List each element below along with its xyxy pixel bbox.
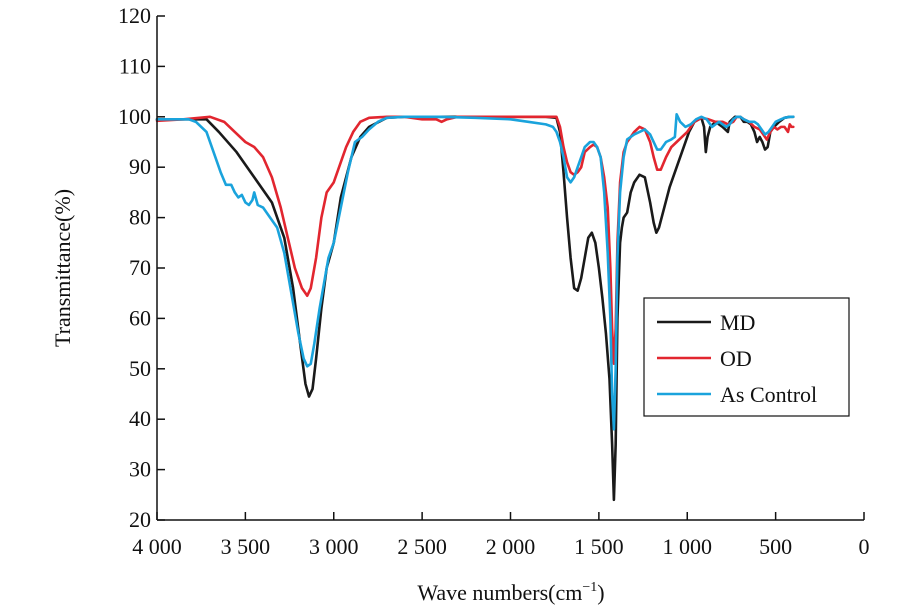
x-tick-label: 4 000	[132, 534, 182, 559]
x-tick-label: 500	[759, 534, 792, 559]
y-tick-label: 80	[129, 205, 151, 230]
y-tick-label: 40	[129, 406, 151, 431]
y-axis-title: Transmittance(%)	[50, 189, 75, 347]
x-tick-label: 1 500	[574, 534, 624, 559]
x-axis-title-close: )	[597, 580, 604, 605]
y-tick-label: 50	[129, 356, 151, 381]
legend-label: As Control	[720, 382, 817, 407]
plot-lines	[155, 112, 795, 502]
legend: MD OD As Control	[643, 297, 850, 417]
x-axis-title-main: Wave numbers(cm	[417, 580, 582, 605]
y-tick-label: 100	[118, 104, 151, 129]
x-axis-title: Wave numbers(cm−1)	[417, 580, 604, 605]
axes	[156, 16, 864, 521]
y-tick-label: 120	[118, 3, 151, 28]
x-tick-label: 0	[859, 534, 870, 559]
x-ticks: 4 000 3 500 3 000 2 500 2 000 1 500 1 000 500 0	[132, 512, 870, 559]
x-axis-title-sup: −1	[582, 580, 597, 595]
x-tick-label: 3 000	[309, 534, 359, 559]
x-tick-label: 1 000	[663, 534, 713, 559]
y-tick-label: 70	[129, 255, 151, 280]
x-tick-label: 3 500	[221, 534, 271, 559]
x-tick-label: 2 000	[486, 534, 536, 559]
y-ticks: 20 30 40 50 60 70 80 90 100 110 120	[118, 3, 165, 532]
y-tick-label: 60	[129, 305, 151, 330]
legend-label: MD	[720, 310, 755, 335]
x-tick-label: 2 500	[397, 534, 447, 559]
legend-label: OD	[720, 346, 752, 371]
y-tick-label: 30	[129, 457, 151, 482]
y-tick-label: 110	[119, 53, 151, 78]
y-tick-label: 20	[129, 507, 151, 532]
y-tick-label: 90	[129, 154, 151, 179]
series-line-as-control	[155, 112, 795, 431]
